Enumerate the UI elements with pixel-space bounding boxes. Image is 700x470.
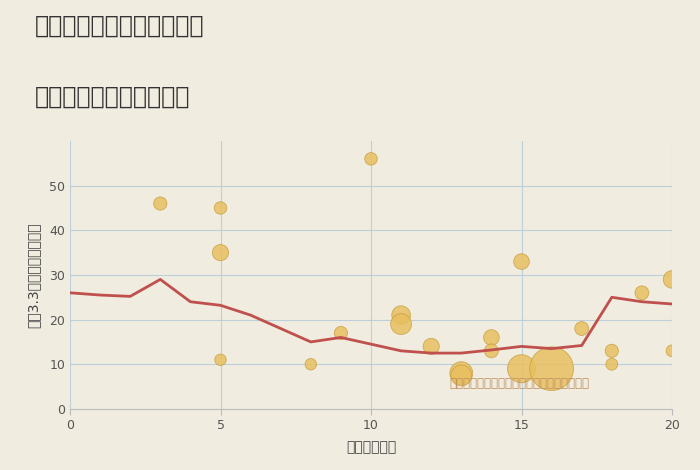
Point	[335, 329, 346, 337]
Point	[576, 325, 587, 332]
Point	[215, 204, 226, 212]
Point	[426, 343, 437, 350]
Point	[365, 155, 377, 163]
Point	[606, 360, 617, 368]
Point	[516, 258, 527, 265]
Y-axis label: 坪（3.3㎡）単価（万円）: 坪（3.3㎡）単価（万円）	[27, 222, 41, 328]
Point	[486, 334, 497, 341]
X-axis label: 駅距離（分）: 駅距離（分）	[346, 441, 396, 454]
Point	[546, 365, 557, 372]
Point	[486, 347, 497, 354]
Point	[456, 369, 467, 377]
Point	[395, 321, 407, 328]
Point	[395, 311, 407, 319]
Point	[456, 372, 467, 379]
Point	[666, 347, 678, 354]
Point	[155, 200, 166, 207]
Point	[516, 365, 527, 372]
Point	[215, 356, 226, 364]
Text: 岐阜県養老郡養老町蛇持の: 岐阜県養老郡養老町蛇持の	[35, 14, 204, 38]
Text: 円の大きさは、取引のあった物件面積を示す: 円の大きさは、取引のあった物件面積を示す	[449, 377, 589, 390]
Text: 駅距離別中古戸建て価格: 駅距離別中古戸建て価格	[35, 85, 190, 109]
Point	[606, 347, 617, 354]
Point	[215, 249, 226, 257]
Point	[666, 275, 678, 283]
Point	[636, 289, 648, 297]
Point	[305, 360, 316, 368]
